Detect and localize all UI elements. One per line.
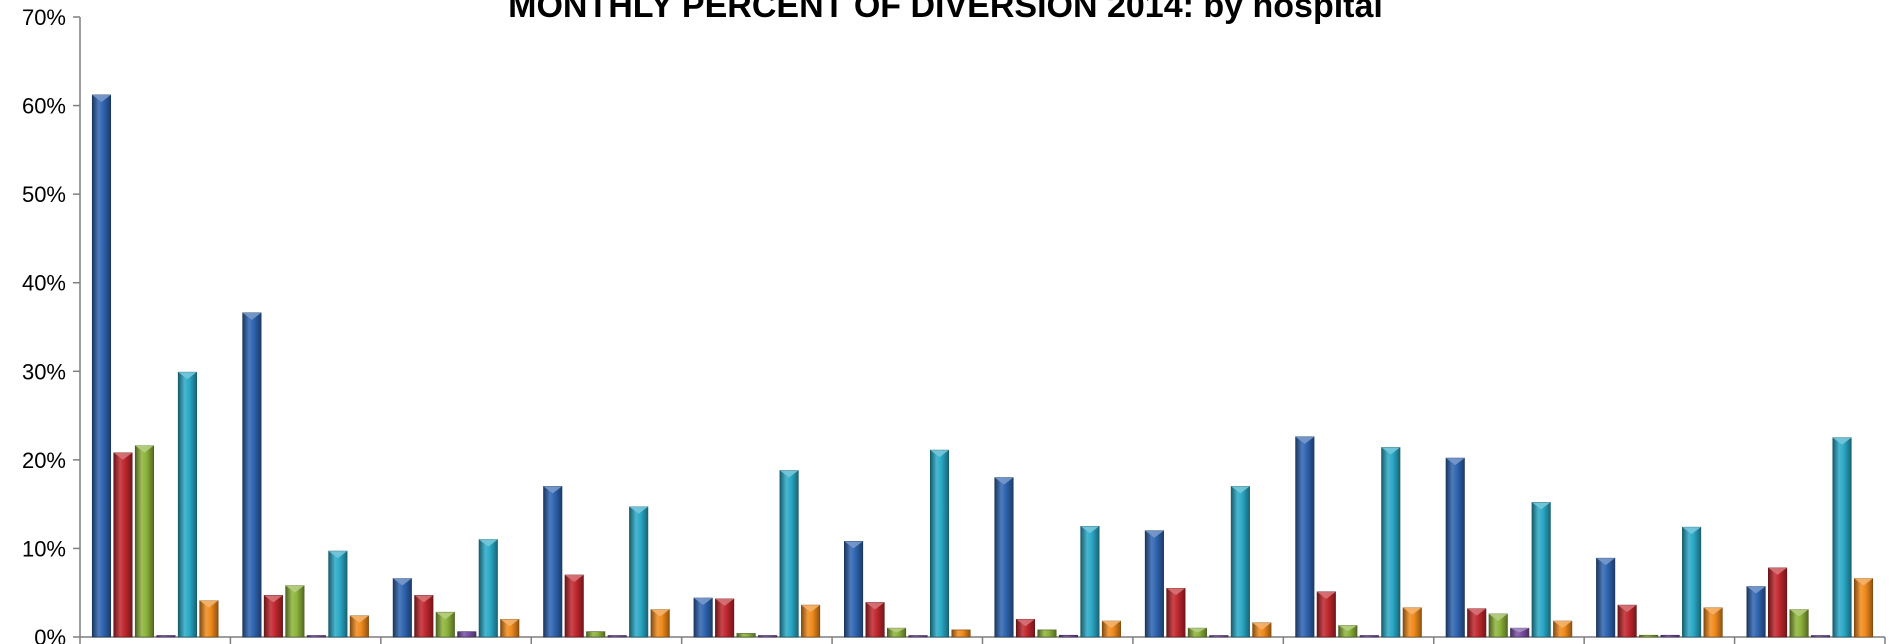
bar [693, 597, 713, 638]
bar [1488, 613, 1508, 638]
bar [1230, 486, 1250, 638]
bar [607, 635, 627, 638]
bar [306, 635, 326, 638]
bar [951, 629, 971, 638]
y-tick-label: 40% [22, 271, 66, 296]
bar [328, 550, 348, 638]
bar [887, 627, 907, 638]
bar [414, 595, 434, 638]
bar [1810, 635, 1831, 638]
bar [1789, 609, 1809, 638]
y-tick-label: 70% [22, 5, 66, 30]
y-tick-label: 10% [22, 536, 66, 561]
bar [500, 618, 520, 638]
bar [349, 615, 369, 638]
bar [1553, 620, 1573, 638]
bar [156, 635, 176, 638]
bar [758, 635, 778, 638]
bar [736, 633, 756, 638]
bar [199, 600, 219, 638]
bar [113, 452, 133, 638]
bar [1510, 627, 1530, 638]
bar [1338, 625, 1358, 638]
bar [779, 470, 799, 638]
bar [1660, 634, 1680, 638]
bar [1639, 634, 1659, 638]
bar [1101, 620, 1121, 638]
y-tick-label: 50% [22, 182, 66, 207]
bar [435, 611, 455, 638]
bar [457, 631, 477, 638]
bar [242, 312, 262, 638]
bar [844, 541, 864, 638]
bar [1295, 436, 1315, 638]
x-axis [79, 636, 1886, 644]
bar [650, 609, 670, 638]
bars [91, 94, 1874, 638]
bar [1617, 604, 1637, 638]
y-tick-label: 30% [22, 359, 66, 384]
bar [177, 371, 197, 638]
bar [392, 578, 412, 638]
bar [1252, 622, 1272, 638]
bar [1037, 629, 1057, 638]
bar [1596, 557, 1616, 638]
bar [908, 635, 928, 638]
bar [1832, 437, 1852, 638]
bar [91, 94, 112, 638]
bar [1209, 635, 1229, 638]
y-tick-label: 0% [34, 625, 66, 644]
y-tick-label: 20% [22, 448, 66, 473]
bar [285, 585, 305, 638]
y-tick-label: 60% [22, 94, 66, 119]
bar [1768, 567, 1788, 638]
bar [1058, 634, 1078, 638]
bar [629, 506, 649, 638]
bar [1853, 578, 1874, 638]
bar [1187, 627, 1207, 638]
bar [1467, 608, 1487, 638]
bar [543, 486, 563, 638]
bar [715, 598, 735, 638]
bar [801, 604, 821, 638]
bar [1080, 525, 1100, 638]
bar [1445, 457, 1465, 638]
bar [1316, 591, 1336, 638]
bar [1531, 502, 1551, 638]
bar [478, 539, 498, 638]
chart-title: MONTHLY PERCENT OF DIVERSION 2014: by ho… [508, 0, 1383, 25]
y-axis: 0% 10% 20% 30% 40% 50% 60% 70% [22, 5, 81, 644]
bar [929, 449, 950, 638]
bar [1402, 607, 1422, 638]
bar [1359, 635, 1379, 638]
bar [994, 477, 1014, 638]
bar [1746, 586, 1766, 638]
bar [263, 595, 283, 638]
bar [134, 445, 155, 638]
bar [564, 574, 584, 638]
bar [1682, 526, 1702, 638]
bar [1703, 607, 1723, 638]
bar [1015, 618, 1036, 638]
bar [1381, 447, 1401, 638]
bar [586, 631, 606, 638]
bar [1144, 530, 1164, 638]
bar [1166, 587, 1186, 638]
bar [865, 602, 885, 638]
